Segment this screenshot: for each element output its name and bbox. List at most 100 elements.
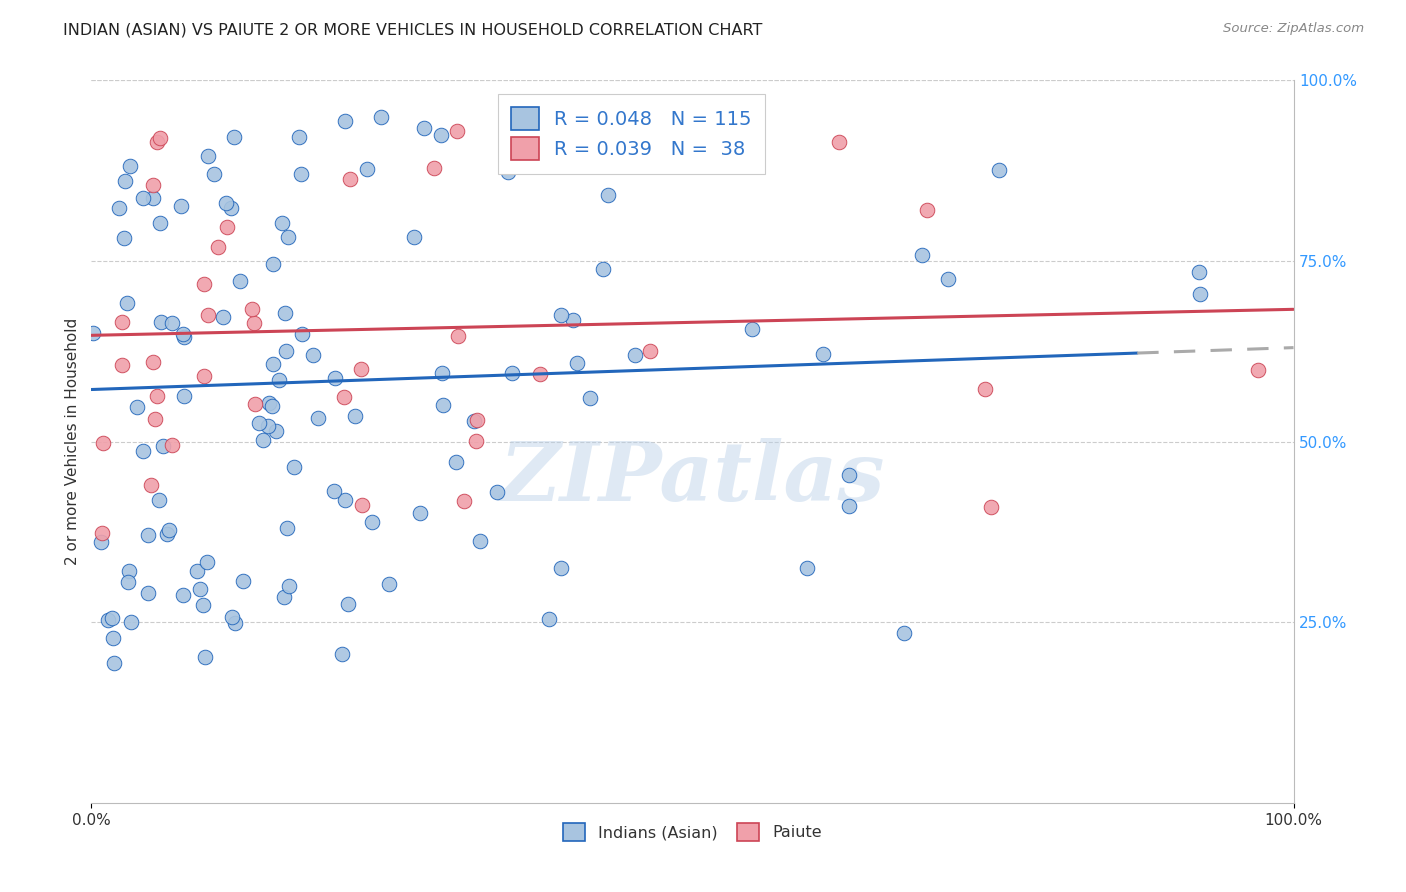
Point: [501, 366, 523, 380]
Point: [446, 124, 468, 138]
Point: [468, 534, 491, 549]
Point: [146, 135, 169, 149]
Point: [221, 609, 243, 624]
Point: [352, 498, 374, 512]
Point: [519, 112, 541, 127]
Point: [550, 561, 572, 575]
Point: [638, 343, 661, 358]
Point: [207, 240, 229, 254]
Point: [221, 201, 243, 215]
Point: [117, 574, 139, 589]
Point: [271, 216, 294, 230]
Point: [243, 397, 266, 411]
Point: [350, 362, 373, 376]
Point: [222, 129, 245, 144]
Point: [444, 455, 467, 469]
Point: [733, 125, 755, 139]
Point: [330, 647, 353, 661]
Point: [447, 329, 470, 343]
Point: [464, 434, 486, 448]
Point: [290, 326, 312, 341]
Point: [160, 316, 183, 330]
Point: [413, 120, 436, 135]
Point: [356, 161, 378, 176]
Point: [173, 330, 195, 344]
Y-axis label: 2 or more Vehicles in Household: 2 or more Vehicles in Household: [65, 318, 80, 566]
Point: [101, 610, 124, 624]
Point: [980, 500, 1002, 514]
Point: [112, 231, 135, 245]
Point: [211, 310, 233, 325]
Point: [267, 373, 290, 387]
Point: [193, 368, 215, 383]
Point: [262, 256, 284, 270]
Point: [217, 219, 239, 234]
Point: [322, 483, 344, 498]
Point: [131, 191, 153, 205]
Point: [193, 277, 215, 292]
Point: [152, 439, 174, 453]
Point: [529, 367, 551, 381]
Point: [141, 477, 163, 491]
Point: [827, 135, 849, 149]
Point: [463, 414, 485, 428]
Point: [988, 162, 1011, 177]
Point: [142, 178, 165, 192]
Point: [453, 494, 475, 508]
Point: [197, 308, 219, 322]
Point: [423, 161, 446, 175]
Point: [242, 316, 264, 330]
Point: [538, 612, 561, 626]
Point: [936, 271, 959, 285]
Point: [893, 626, 915, 640]
Point: [252, 434, 274, 448]
Point: [115, 295, 138, 310]
Point: [624, 347, 647, 361]
Point: [378, 577, 401, 591]
Point: [332, 390, 354, 404]
Point: [170, 199, 193, 213]
Point: [343, 409, 366, 423]
Point: [274, 306, 297, 320]
Point: [107, 201, 129, 215]
Point: [1189, 287, 1212, 301]
Point: [156, 527, 179, 541]
Point: [118, 564, 141, 578]
Point: [409, 506, 432, 520]
Point: [114, 174, 136, 188]
Point: [333, 114, 356, 128]
Point: [432, 366, 454, 380]
Point: [562, 313, 585, 327]
Point: [361, 515, 384, 529]
Point: [339, 171, 361, 186]
Point: [276, 521, 298, 535]
Point: [110, 358, 132, 372]
Point: [172, 326, 194, 341]
Point: [430, 128, 453, 142]
Point: [224, 616, 246, 631]
Point: [90, 535, 112, 549]
Point: [162, 438, 184, 452]
Point: [335, 493, 357, 508]
Point: [274, 344, 297, 359]
Point: [118, 159, 141, 173]
Point: [257, 396, 280, 410]
Point: [257, 419, 280, 434]
Point: [596, 188, 619, 202]
Point: [194, 649, 217, 664]
Point: [90, 525, 112, 540]
Point: [519, 138, 541, 153]
Point: [485, 484, 508, 499]
Point: [565, 356, 588, 370]
Point: [273, 590, 295, 604]
Point: [229, 274, 252, 288]
Point: [302, 348, 325, 362]
Point: [1247, 363, 1270, 377]
Point: [579, 391, 602, 405]
Point: [838, 499, 860, 513]
Point: [142, 355, 165, 369]
Point: [138, 528, 160, 542]
Point: [136, 585, 159, 599]
Point: [186, 565, 208, 579]
Text: ZIPatlas: ZIPatlas: [499, 438, 886, 517]
